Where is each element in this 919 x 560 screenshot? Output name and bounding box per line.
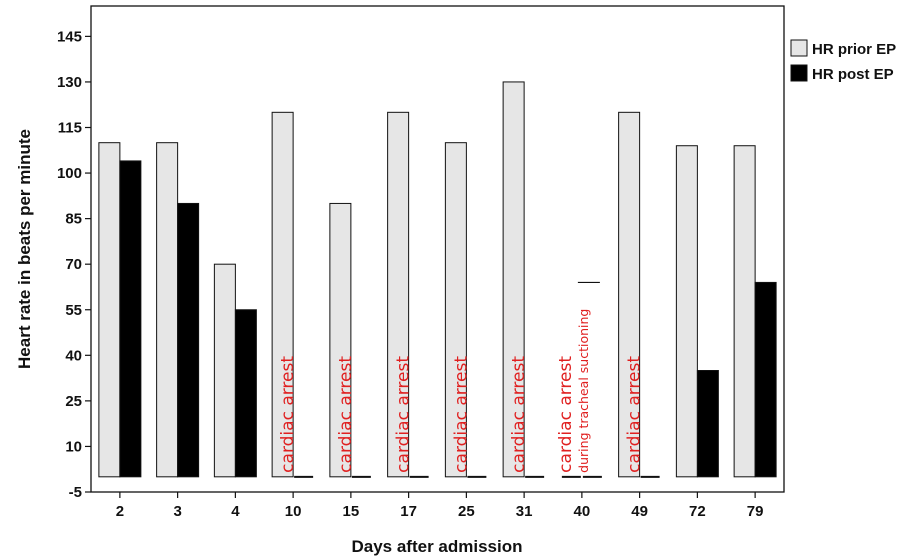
bar-hr-post-ep	[234, 309, 257, 478]
x-tick-label: 40	[574, 503, 591, 520]
bar-hr-prior-ep	[213, 263, 236, 478]
y-tick-label: 85	[65, 211, 82, 228]
annotation-cardiac-arrest: cardiac arrest	[556, 356, 576, 473]
annotation-subtext: during tracheal suctioning	[576, 309, 591, 473]
legend: HR prior EP HR post EP	[790, 39, 896, 83]
y-tick-label: 130	[57, 74, 82, 91]
bar-hr-prior-ep	[271, 111, 294, 478]
bar-hr-prior-ep	[329, 202, 352, 478]
x-tick-label: 72	[689, 503, 706, 520]
y-tick-label: 10	[65, 438, 82, 455]
legend-swatch-hr-post-ep	[790, 64, 808, 82]
legend-label-hr-post-ep: HR post EP	[812, 66, 894, 83]
bar-hr-prior-ep	[618, 111, 641, 478]
bar-hr-post-ep	[177, 202, 200, 478]
y-tick-label: 115	[58, 120, 82, 137]
annotation-cardiac-arrest: cardiac arrest	[278, 356, 298, 473]
bars	[98, 81, 777, 478]
x-tick-label: 79	[747, 503, 764, 520]
y-tick-label: 70	[65, 256, 82, 273]
x-axis-label: Days after admission	[351, 537, 522, 556]
annotation-cardiac-arrest: cardiac arrest	[336, 356, 356, 473]
annotation-cardiac-arrest: cardiac arrest	[625, 356, 645, 473]
legend-swatch-hr-prior-ep	[790, 39, 808, 57]
bar-hr-post-ep	[119, 160, 142, 478]
bar-hr-prior-ep	[444, 142, 467, 478]
x-tick-label: 3	[173, 503, 181, 520]
x-tick-label: 49	[631, 503, 648, 520]
x-tick-label: 4	[231, 503, 240, 520]
legend-label-hr-prior-ep: HR prior EP	[812, 41, 896, 58]
x-tick-label: 31	[516, 503, 533, 520]
bar-hr-prior-ep	[387, 111, 410, 478]
annotations: cardiac arrest cardiac arrest cardiac arre…	[278, 281, 645, 473]
bar-hr-prior-ep	[98, 142, 121, 478]
x-tick-label: 15	[343, 503, 360, 520]
y-axis-label: Heart rate in beats per minute	[15, 129, 34, 369]
y-axis: -5 10 25 40 55 70 85 100 115 130 145	[57, 28, 91, 501]
x-tick-label: 25	[458, 503, 475, 520]
y-tick-label: 145	[57, 28, 82, 45]
x-tick-label: 17	[400, 503, 417, 520]
annotation-cardiac-arrest: cardiac arrest	[394, 356, 414, 473]
annotation-cardiac-arrest: cardiac arrest	[451, 356, 471, 473]
y-tick-label: 55	[65, 302, 82, 319]
x-axis: 2 3 4 10 15 17 25 31 40 49 72 79	[116, 492, 764, 520]
bar-hr-post-ep	[754, 281, 777, 478]
x-tick-label: 2	[116, 503, 124, 520]
y-tick-label: 25	[65, 393, 82, 410]
y-tick-label: 100	[57, 165, 82, 182]
bar-hr-post-ep	[696, 370, 719, 478]
bar-hr-prior-ep	[156, 142, 179, 478]
x-tick-label: 10	[285, 503, 302, 520]
bar-hr-prior-ep	[733, 145, 756, 478]
bar-hr-prior-ep	[502, 81, 525, 478]
y-tick-label: -5	[69, 484, 82, 501]
plot-area	[90, 5, 785, 493]
y-tick-label: 40	[65, 347, 82, 364]
annotation-cardiac-arrest: cardiac arrest	[509, 356, 529, 473]
bar-hr-prior-ep	[675, 145, 698, 478]
